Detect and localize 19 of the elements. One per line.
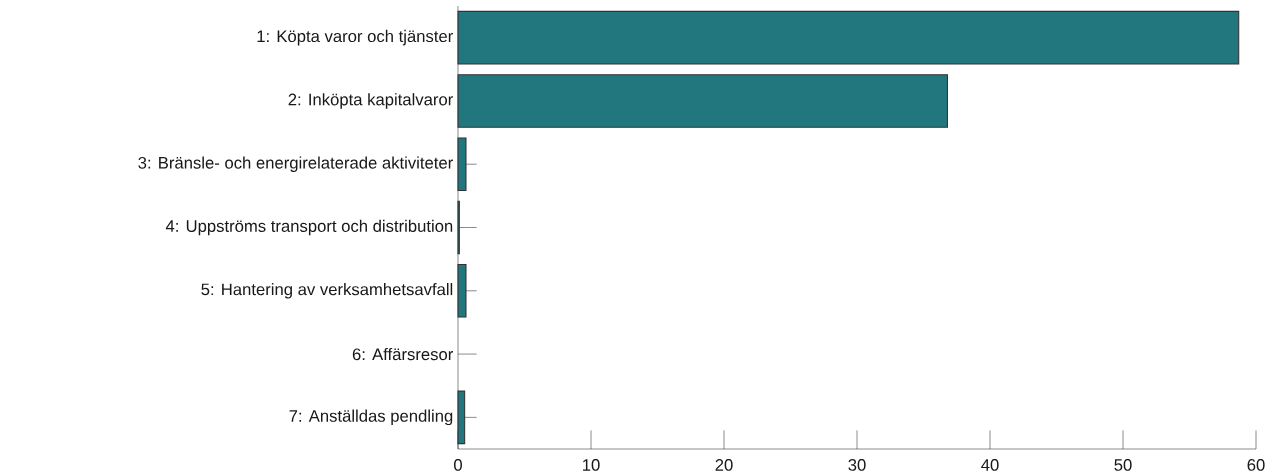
- y-tick-label: 6: Affärsresor: [352, 347, 454, 361]
- y-tick-label: 1: Köpta varor och tjänster: [257, 29, 453, 46]
- x-tick-label: 60: [1247, 459, 1265, 471]
- x-tick-label: 10: [583, 459, 600, 471]
- y-tick-label: 7: Anställdas pendling: [289, 409, 453, 426]
- y-tick-label: 3: Bränsle- och energirelaterade aktiviteter: [138, 156, 453, 172]
- y-tick-label: 2: Inköpta kapitalvaror: [288, 93, 453, 109]
- y-tick-label: 5: Hantering av verksamhetsavfall: [201, 283, 453, 299]
- x-tick-label: 30: [848, 459, 866, 471]
- y-tick-label: 4: Uppströms transport och distribution: [165, 219, 453, 236]
- x-tick-label: 0: [454, 459, 462, 471]
- x-tick-label: 50: [1114, 459, 1132, 471]
- bar: [457, 263, 467, 318]
- bar: [457, 390, 466, 445]
- x-tick-label: 20: [715, 459, 733, 471]
- bar: [457, 10, 1240, 65]
- bar: [457, 74, 948, 128]
- x-tick-label: 40: [981, 459, 999, 471]
- bar: [457, 137, 467, 192]
